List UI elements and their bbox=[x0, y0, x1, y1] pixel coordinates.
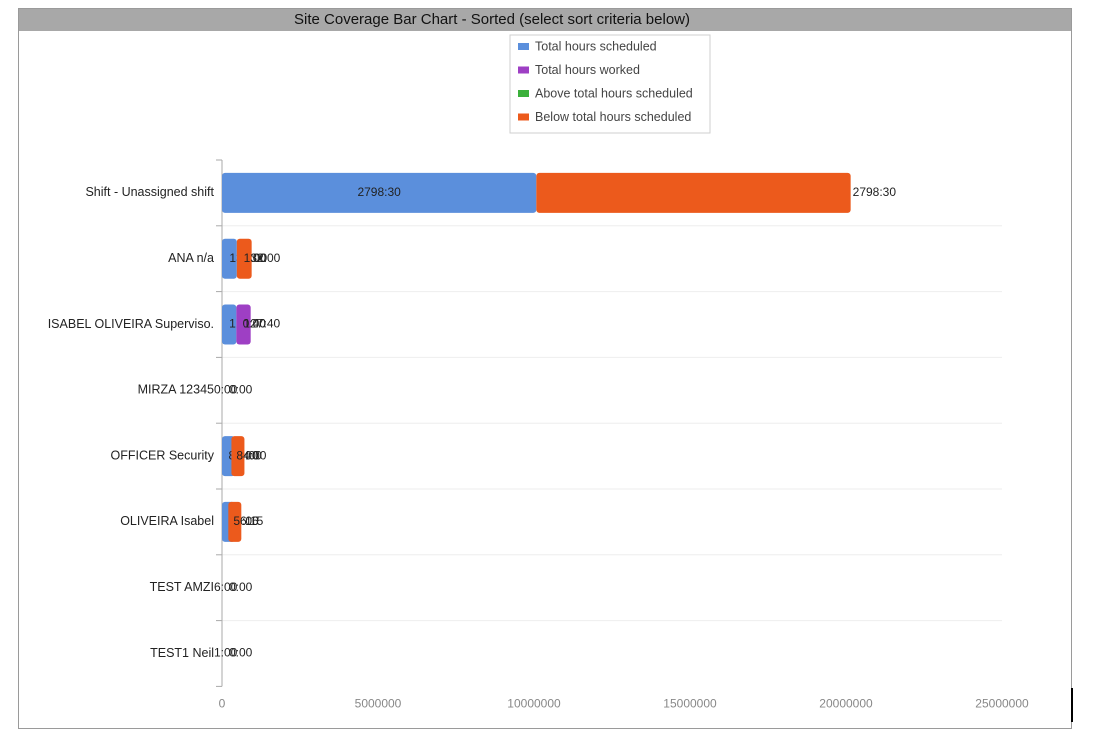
bar-0-2 bbox=[222, 304, 237, 345]
legend-swatch-0 bbox=[518, 43, 529, 50]
x-tick-label-3: 15000000 bbox=[663, 697, 717, 711]
bar-3-4 bbox=[231, 436, 245, 477]
category-label-0: Shift - Unassigned shift bbox=[85, 185, 214, 199]
category-label-1: ANA n/a bbox=[168, 251, 214, 265]
category-label-6: TEST AMZI bbox=[150, 580, 214, 594]
legend-swatch-3 bbox=[518, 113, 529, 121]
bar-label-1-2: 127:40 bbox=[244, 317, 281, 331]
category-label-5: OLIVEIRA Isabel bbox=[120, 514, 214, 528]
bar-total-label-3: 0:00 bbox=[214, 382, 238, 396]
bar-label-1-7: 0:00 bbox=[229, 646, 253, 660]
legend-box bbox=[509, 34, 711, 134]
x-tick-label-2: 10000000 bbox=[507, 697, 561, 711]
bar-total-label-6: 6:00 bbox=[214, 580, 238, 594]
x-tick-label-4: 20000000 bbox=[819, 697, 873, 711]
bar-total-label-0: 2798:30 bbox=[853, 185, 897, 199]
x-tick-label-0: 0 bbox=[219, 697, 226, 711]
legend-label-3: Below total hours scheduled bbox=[535, 110, 691, 124]
legend-label-2: Above total hours scheduled bbox=[535, 86, 693, 100]
chart-title: Site Coverage Bar Chart - Sorted (select… bbox=[294, 11, 690, 28]
chart-title-bar: Site Coverage Bar Chart - Sorted (select… bbox=[19, 9, 1071, 31]
legend-swatch-2 bbox=[518, 90, 529, 97]
bar-0-0 bbox=[222, 172, 537, 213]
bar-3-5 bbox=[228, 501, 242, 542]
x-tick-label-1: 5000000 bbox=[355, 697, 402, 711]
category-label-2: ISABEL OLIVEIRA Superviso. bbox=[48, 317, 214, 331]
category-label-4: OFFICER Security bbox=[111, 448, 215, 462]
bar-0-1 bbox=[222, 238, 237, 279]
category-label-3: MIRZA 12345 bbox=[138, 383, 214, 397]
bar-total-label-5: 56:15 bbox=[233, 514, 263, 528]
bar-1-2 bbox=[236, 304, 251, 345]
bar-label-0-0: 2798:30 bbox=[357, 185, 401, 199]
window-edge-line bbox=[1071, 688, 1073, 722]
bar-total-label-1: 132:00 bbox=[244, 251, 281, 265]
bar-total-label-4: 84:00 bbox=[236, 448, 266, 462]
bar-3-0 bbox=[536, 172, 851, 213]
bar-label-1-6: 0:00 bbox=[229, 580, 253, 594]
bar-3-1 bbox=[236, 238, 252, 279]
bar-total-label-2: 0:00 bbox=[243, 317, 267, 331]
category-label-7: TEST1 Neil bbox=[150, 646, 214, 660]
bar-total-label-7: 1:00 bbox=[214, 646, 238, 660]
bar-label-1-3: 0:00 bbox=[229, 382, 253, 396]
legend-label-1: Total hours worked bbox=[535, 63, 640, 77]
x-tick-label-5: 25000000 bbox=[975, 697, 1029, 711]
legend-swatch-1 bbox=[518, 66, 529, 74]
legend-label-0: Total hours scheduled bbox=[535, 39, 657, 53]
